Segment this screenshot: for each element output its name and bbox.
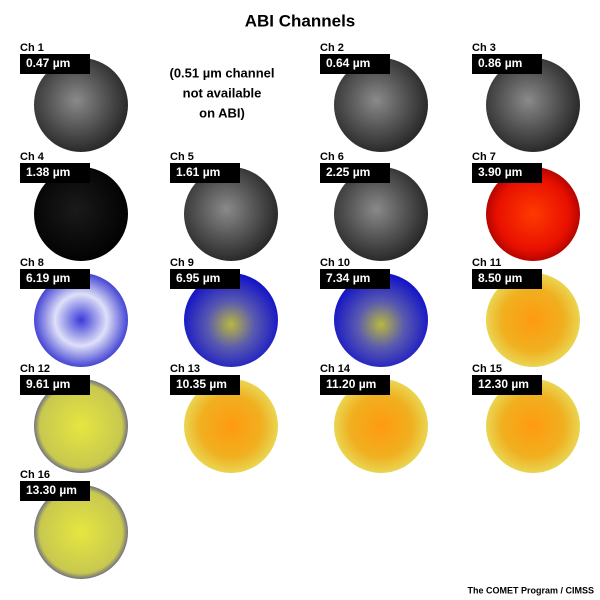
channel-label: Ch 15 bbox=[472, 363, 502, 375]
globe-image bbox=[334, 58, 428, 152]
wavelength-label: 9.61 µm bbox=[26, 377, 70, 391]
channel-label: Ch 12 bbox=[20, 363, 50, 375]
wavelength-box bbox=[20, 163, 90, 183]
wavelength-label: 8.50 µm bbox=[478, 271, 522, 285]
wavelength-box bbox=[170, 163, 240, 183]
channel-label: Ch 4 bbox=[20, 151, 45, 163]
wavelength-box bbox=[320, 54, 390, 74]
wavelength-label: 1.38 µm bbox=[26, 165, 70, 179]
globe-image bbox=[34, 273, 128, 367]
wavelength-label: 0.86 µm bbox=[478, 56, 522, 70]
channel-label: Ch 11 bbox=[472, 257, 501, 269]
wavelength-box bbox=[20, 375, 90, 395]
wavelength-box bbox=[472, 163, 542, 183]
wavelength-box bbox=[320, 269, 390, 289]
channel-label: Ch 16 bbox=[20, 469, 50, 481]
globe-image bbox=[334, 379, 428, 473]
channel-label: Ch 5 bbox=[170, 151, 194, 163]
note-line: on ABI) bbox=[199, 105, 245, 120]
wavelength-box bbox=[170, 375, 240, 395]
globe-image bbox=[34, 379, 128, 473]
channel-label: Ch 7 bbox=[472, 151, 496, 163]
globe-image bbox=[184, 167, 278, 261]
note-line: not available bbox=[183, 85, 262, 100]
wavelength-box bbox=[320, 375, 390, 395]
globe-image bbox=[334, 167, 428, 261]
wavelength-label: 0.64 µm bbox=[326, 56, 370, 70]
channel-label: Ch 2 bbox=[320, 42, 344, 54]
note-line: (0.51 µm channel bbox=[169, 65, 274, 80]
wavelength-box bbox=[320, 163, 390, 183]
globe-image bbox=[334, 273, 428, 367]
channel-label: Ch 6 bbox=[320, 151, 344, 163]
wavelength-box bbox=[170, 269, 240, 289]
wavelength-box bbox=[472, 375, 542, 395]
wavelength-label: 12.30 µm bbox=[478, 377, 529, 391]
wavelength-label: 0.47 µm bbox=[26, 56, 70, 70]
wavelength-label: 6.95 µm bbox=[176, 271, 220, 285]
wavelength-label: 13.30 µm bbox=[26, 483, 77, 497]
globe-image bbox=[184, 273, 278, 367]
globe-image bbox=[486, 58, 580, 152]
channel-label: Ch 9 bbox=[170, 257, 194, 269]
globe-image bbox=[34, 485, 128, 579]
wavelength-label: 3.90 µm bbox=[478, 165, 522, 179]
channel-label: Ch 8 bbox=[20, 257, 44, 269]
wavelength-box bbox=[20, 54, 90, 74]
globe-image bbox=[486, 273, 580, 367]
wavelength-box bbox=[472, 54, 542, 74]
wavelength-label: 2.25 µm bbox=[326, 165, 370, 179]
wavelength-label: 7.34 µm bbox=[326, 271, 370, 285]
wavelength-label: 10.35 µm bbox=[176, 377, 227, 391]
wavelength-box bbox=[20, 269, 90, 289]
globe-image bbox=[184, 379, 278, 473]
wavelength-box bbox=[472, 269, 542, 289]
wavelength-label: 11.20 µm bbox=[326, 377, 376, 391]
globe-image bbox=[34, 58, 128, 152]
channel-label: Ch 13 bbox=[170, 363, 200, 375]
channel-label: Ch 3 bbox=[472, 42, 496, 54]
globe-image bbox=[486, 379, 580, 473]
channel-label: Ch 14 bbox=[320, 363, 351, 375]
wavelength-label: 6.19 µm bbox=[26, 271, 70, 285]
channel-label: Ch 1 bbox=[20, 42, 44, 54]
wavelength-label: 1.61 µm bbox=[176, 165, 220, 179]
wavelength-box bbox=[20, 481, 90, 501]
title: ABI Channels bbox=[245, 11, 356, 30]
globe-image bbox=[486, 167, 580, 261]
credit: The COMET Program / CIMSS bbox=[467, 585, 594, 595]
channel-label: Ch 10 bbox=[320, 257, 350, 269]
globe-image bbox=[34, 167, 128, 261]
